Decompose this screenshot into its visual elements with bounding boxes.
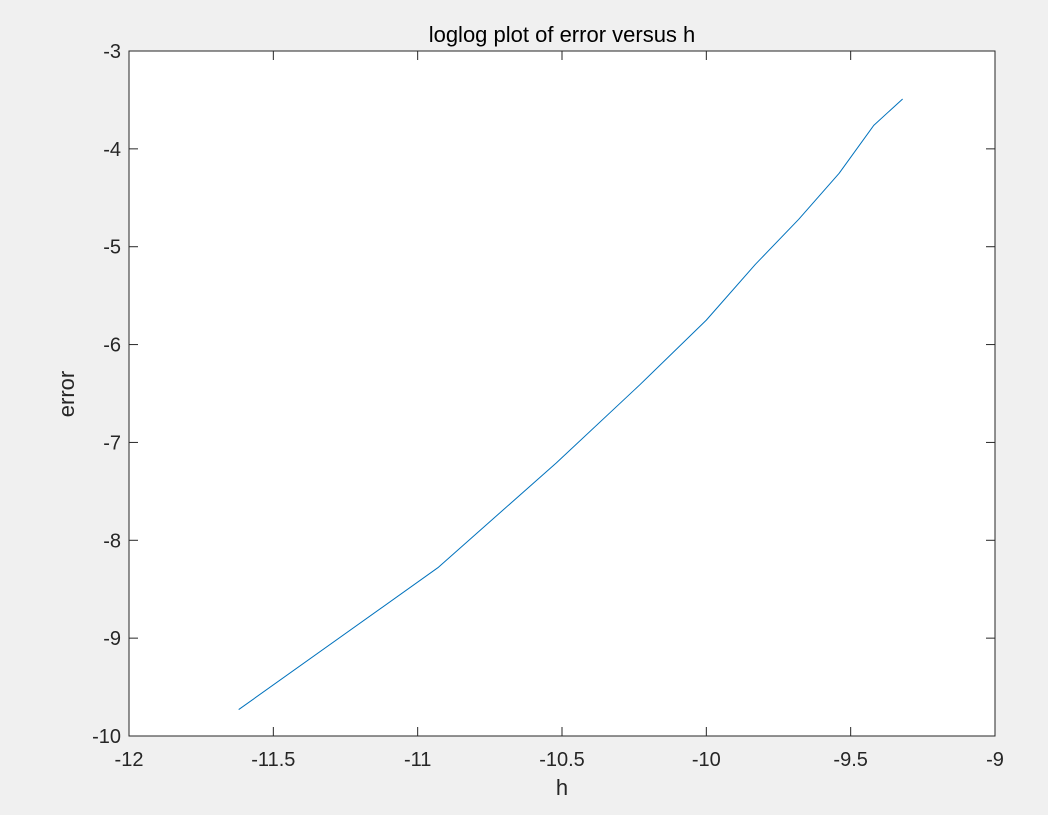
x-tick-label: -12 <box>115 749 144 771</box>
x-tick-label: -9.5 <box>833 749 867 771</box>
y-tick-label: -7 <box>103 432 121 454</box>
x-tick-label: -11.5 <box>251 749 295 771</box>
y-tick-label: -9 <box>103 628 121 650</box>
x-tick-label: -11 <box>404 749 431 771</box>
x-tick-label: -10 <box>692 749 721 771</box>
y-tick-label: -10 <box>92 726 121 748</box>
x-axis-label: h <box>556 775 568 800</box>
series-line <box>238 98 903 710</box>
plot-area <box>129 51 995 736</box>
chart-title: loglog plot of error versus h <box>429 22 696 47</box>
x-tick-label: -9 <box>986 749 1004 771</box>
x-tick-labels: -12 -11.5 -11 -10.5 -10 -9.5 -9 <box>115 749 1004 771</box>
y-tick-label: -4 <box>103 139 121 161</box>
x-tick-label: -10.5 <box>539 749 585 771</box>
y-tick-label: -6 <box>103 335 121 357</box>
y-axis-label: error <box>54 371 79 417</box>
y-tick-label: -8 <box>103 530 121 552</box>
plot-frame <box>128 50 996 737</box>
series-layer <box>238 98 903 710</box>
y-tick-label: -5 <box>103 237 121 259</box>
y-tick-labels: -10 -9 -8 -7 -6 -5 -4 -3 <box>92 41 121 748</box>
y-tick-label: -3 <box>103 41 121 63</box>
